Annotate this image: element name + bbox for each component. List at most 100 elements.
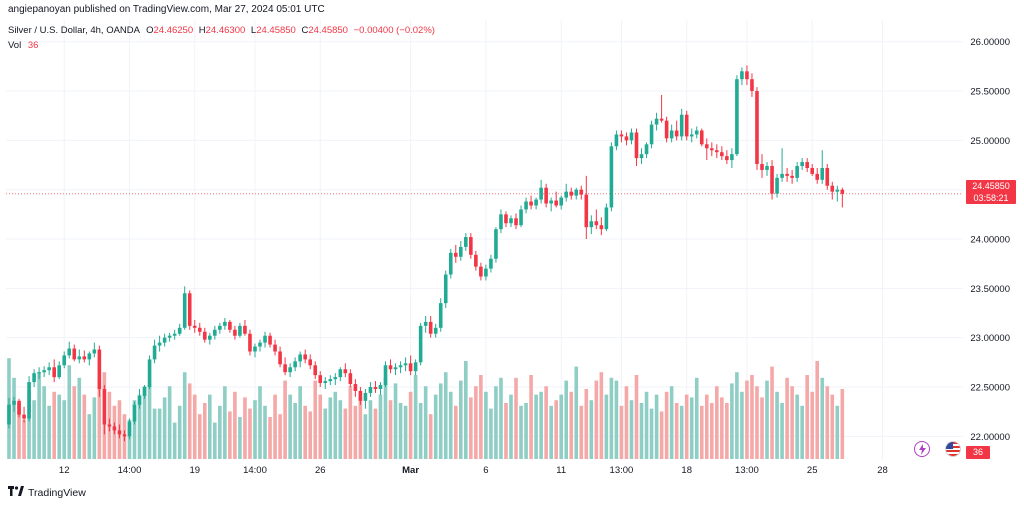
- candle-body: [524, 201, 528, 210]
- volume-bar: [388, 400, 393, 459]
- candle-body: [67, 348, 72, 356]
- volume-label[interactable]: Vol: [8, 40, 22, 51]
- candle-body: [584, 194, 589, 228]
- candle-body: [47, 367, 51, 371]
- volume-bar: [805, 375, 809, 459]
- volume-bar: [182, 372, 187, 459]
- last-volume-badge: 36: [966, 446, 990, 459]
- volume-bar: [37, 372, 41, 459]
- candle-body: [52, 367, 56, 378]
- open-value: 24.46250: [153, 25, 194, 36]
- candle-body: [97, 349, 102, 389]
- volume-bar: [710, 403, 714, 459]
- volume-bar: [152, 408, 157, 459]
- volume-bar: [529, 375, 533, 459]
- volume-bar: [187, 383, 192, 459]
- volume-bar: [825, 386, 830, 459]
- candle-body: [268, 335, 272, 345]
- candle-body: [27, 382, 31, 419]
- volume-bar: [147, 383, 152, 459]
- candle-body: [504, 214, 508, 224]
- candle-body: [639, 154, 644, 159]
- volume-bar: [343, 408, 348, 459]
- candle-body: [228, 321, 232, 330]
- candle-body: [303, 354, 307, 360]
- y-tick-label: 23.50000: [970, 284, 1010, 295]
- volume-bar: [443, 372, 448, 459]
- volume-bar: [740, 391, 744, 459]
- candle-body: [534, 199, 538, 206]
- candle-body: [689, 134, 694, 137]
- volume-bar: [142, 386, 147, 459]
- x-tick-label: 6: [483, 465, 488, 476]
- candle-body: [554, 200, 558, 206]
- candle-body: [42, 370, 46, 373]
- symbol-label[interactable]: Silver / U.S. Dollar, 4h, OANDA: [8, 25, 140, 36]
- candle-body: [373, 387, 378, 389]
- close-label: C: [301, 25, 309, 36]
- volume-bar: [413, 375, 418, 459]
- y-tick-label: 25.50000: [970, 87, 1010, 98]
- tradingview-logo[interactable]: TradingView: [8, 486, 86, 499]
- volume-bar: [47, 405, 51, 459]
- volume-bar: [494, 386, 498, 459]
- low-value: 24.45850: [256, 25, 296, 36]
- candle-body: [57, 365, 61, 378]
- candle-body: [323, 381, 328, 384]
- volume-bar: [469, 397, 473, 459]
- us-flag-icon[interactable]: [945, 441, 961, 457]
- candle-body: [388, 365, 393, 370]
- x-tick-label: 12: [59, 465, 70, 476]
- volume-bar: [775, 391, 779, 459]
- volume-bar: [579, 405, 584, 459]
- volume-bar: [238, 417, 242, 459]
- volume-bar: [830, 394, 835, 459]
- attribution-text: angiepanoyan published on TradingView.co…: [8, 4, 325, 15]
- lightning-icon[interactable]: [914, 441, 930, 457]
- last-price-value: 24.45850: [972, 181, 1010, 191]
- ohlc-legend: Silver / U.S. Dollar, 4h, OANDA O24.4625…: [8, 25, 435, 36]
- volume-bar: [97, 377, 102, 459]
- candle-body: [223, 321, 227, 326]
- volume-bar: [524, 403, 528, 459]
- volume-bar: [489, 408, 493, 459]
- volume-bar: [448, 391, 453, 459]
- candle-body: [202, 331, 207, 340]
- candle-body: [393, 367, 398, 370]
- volume-bar: [674, 403, 679, 459]
- volume-bar: [800, 405, 804, 459]
- volume-bar: [735, 372, 739, 459]
- volume-bar: [720, 397, 724, 459]
- volume-bar: [328, 397, 333, 459]
- volume-bar: [132, 400, 137, 459]
- x-tick-label: 14:00: [118, 465, 142, 476]
- x-tick-label: 13:00: [610, 465, 634, 476]
- candle-body: [248, 333, 252, 352]
- volume-bar: [167, 386, 172, 459]
- volume-bar: [333, 391, 338, 459]
- volume-bar: [479, 375, 483, 459]
- candle-body: [725, 156, 729, 161]
- candle-body: [32, 373, 36, 383]
- volume-bar: [785, 377, 789, 459]
- candle-body: [72, 348, 77, 360]
- candle-body: [549, 200, 553, 204]
- volume-bar: [815, 361, 820, 459]
- x-tick-label: 11: [556, 465, 566, 476]
- candle-body: [187, 293, 192, 326]
- candle-body: [539, 187, 543, 200]
- x-tick-label: 19: [189, 465, 200, 476]
- volume-bar: [599, 372, 604, 459]
- volume-bar: [459, 380, 463, 459]
- volume-bar: [348, 386, 353, 459]
- volume-bar: [755, 386, 759, 459]
- volume-bar: [689, 397, 694, 459]
- volume-bar: [398, 403, 403, 459]
- volume-bar: [228, 411, 232, 459]
- candle-body: [790, 175, 794, 178]
- volume-bar: [795, 394, 799, 459]
- volume-bar: [403, 405, 408, 459]
- volume-bar: [338, 400, 343, 459]
- candle-body: [253, 346, 257, 352]
